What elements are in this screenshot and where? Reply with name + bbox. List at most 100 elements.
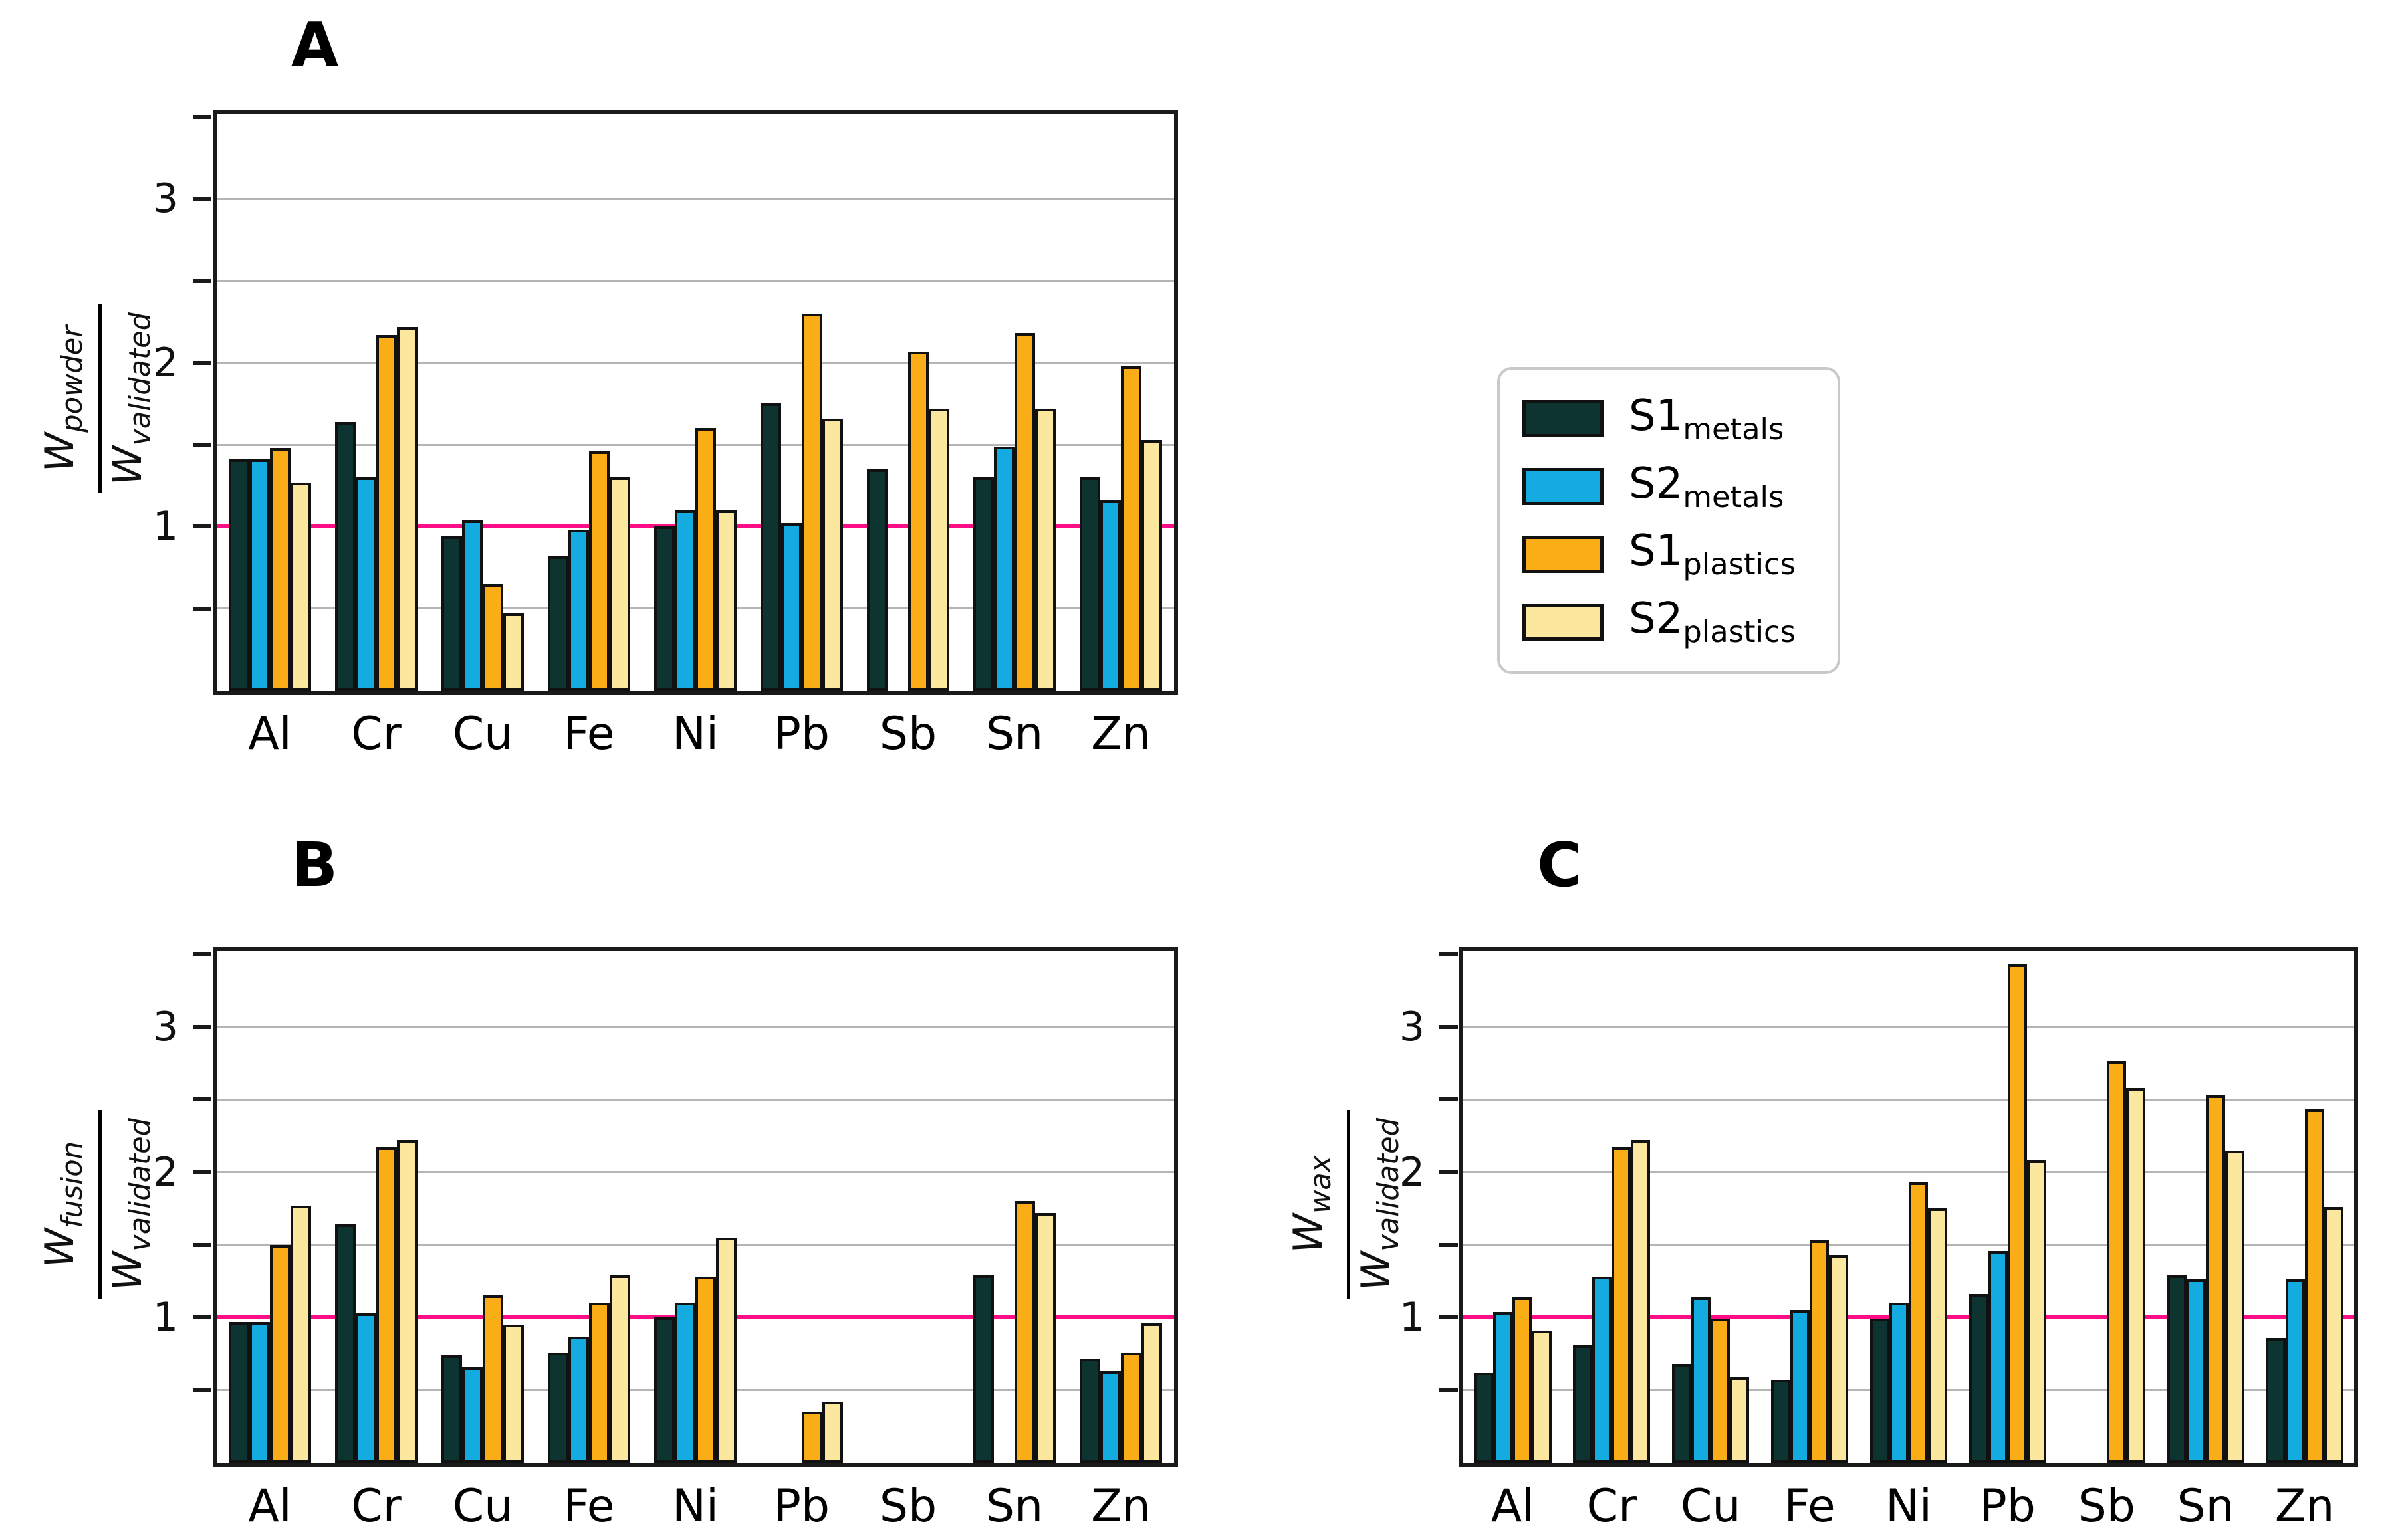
category-label-Zn: Zn <box>1091 1480 1151 1533</box>
bar-S1_plastics-Sn <box>1015 333 1036 691</box>
y-tick <box>193 952 211 956</box>
y-tick <box>193 1242 211 1247</box>
panel-label-A: A <box>291 9 340 80</box>
bar-S2_plastics-Zn <box>2324 1207 2343 1463</box>
category-label-Sb: Sb <box>879 1480 937 1533</box>
category-label-Ni: Ni <box>672 1480 719 1533</box>
bar-S2_plastics-Sn <box>1035 408 1056 691</box>
category-label-Ni: Ni <box>1885 1480 1932 1533</box>
bar-S1_metals-Fe <box>547 1352 568 1463</box>
bar-S2_metals-Cr <box>1592 1277 1612 1463</box>
bar-S1_metals-Pb <box>760 403 781 691</box>
y-tick-label: 1 <box>1399 1294 1425 1341</box>
ylabel-denominator: Wvalidated <box>98 1109 166 1299</box>
bar-S1_metals-Fe <box>547 556 568 691</box>
legend-item-s1-plastics: S1plastics <box>1522 526 1815 582</box>
y-tick <box>1439 1388 1458 1392</box>
s1-metals-swatch <box>1522 400 1604 438</box>
bar-S1_plastics-Al <box>1512 1297 1532 1463</box>
bar-S1_plastics-Sn <box>2205 1095 2225 1463</box>
bar-S1_metals-Cr <box>334 421 356 691</box>
bar-S2_plastics-Ni <box>716 1237 737 1463</box>
bar-S1_plastics-Cu <box>483 584 504 691</box>
ylabel-fraction: Wpowder Wvalidated <box>34 304 166 494</box>
ylabel-fraction: Wwax Wvalidated <box>1282 1109 1415 1299</box>
y-tick <box>193 1170 211 1174</box>
y-tick-label: 1 <box>152 503 178 550</box>
bar-S2_metals-Fe <box>568 1336 589 1463</box>
legend: S1metals S2metals S1plastics S2plastics <box>1497 367 1840 674</box>
y-tick <box>1439 1024 1458 1029</box>
bar-S1_metals-Sn <box>2167 1275 2187 1463</box>
bar-S1_plastics-Zn <box>1121 1352 1142 1463</box>
bar-S1_plastics-Sb <box>2106 1061 2126 1463</box>
bar-S2_plastics-Cr <box>397 326 418 691</box>
bar-S2_plastics-Cu <box>503 1325 525 1463</box>
y-tick <box>193 524 211 529</box>
gridline-y2.5 <box>217 1098 1174 1101</box>
bar-S1_plastics-Zn <box>1121 366 1142 691</box>
bar-S1_metals-Cu <box>441 536 462 691</box>
y-axis-label-B: Wfusion Wvalidated <box>0 1005 199 1404</box>
bar-S1_metals-Al <box>1474 1373 1494 1463</box>
bar-S1_metals-Sb <box>866 469 888 691</box>
bar-S2_plastics-Cr <box>397 1140 418 1463</box>
s2-metals-swatch <box>1522 468 1604 506</box>
category-label-Zn: Zn <box>1091 708 1151 760</box>
category-label-Ni: Ni <box>672 708 719 760</box>
bar-S2_metals-Cu <box>461 520 483 691</box>
legend-item-s2-metals: S2metals <box>1522 459 1815 514</box>
gridline-y2.5 <box>1463 1098 2354 1101</box>
bar-S1_metals-Ni <box>1869 1319 1889 1463</box>
bar-S1_plastics-Ni <box>695 1277 717 1463</box>
y-tick-label: 3 <box>1399 1003 1425 1050</box>
y-tick <box>1439 1315 1458 1320</box>
bar-S2_metals-Zn <box>1100 500 1121 691</box>
category-label-Sn: Sn <box>985 708 1044 760</box>
category-label-Cu: Cu <box>1680 1480 1741 1533</box>
category-label-Pb: Pb <box>773 1480 830 1533</box>
bar-S1_plastics-Fe <box>589 1303 610 1463</box>
bar-S2_plastics-Zn <box>1141 1323 1163 1463</box>
s2-plastics-swatch <box>1522 603 1604 641</box>
y-axis-label-C: Wwax Wvalidated <box>1249 1005 1448 1404</box>
bar-S2_metals-Zn <box>1100 1371 1121 1463</box>
ylabel-numerator: Wpowder <box>36 325 89 473</box>
bar-S2_metals-Sn <box>993 446 1015 691</box>
bar-S1_plastics-Pb <box>2007 964 2027 1463</box>
bar-S2_metals-Al <box>249 459 270 691</box>
category-label-Al: Al <box>248 1480 292 1533</box>
bar-S1_plastics-Fe <box>1810 1240 1830 1463</box>
legend-label: S1plastics <box>1629 526 1796 582</box>
bar-S1_metals-Pb <box>1969 1294 1988 1463</box>
bar-S2_plastics-Al <box>291 482 312 691</box>
y-tick <box>193 1315 211 1320</box>
legend-label: S2plastics <box>1629 594 1796 649</box>
gridline-y2 <box>217 362 1174 364</box>
bar-S2_metals-Al <box>249 1321 270 1463</box>
bar-S1_plastics-Sn <box>1015 1201 1036 1463</box>
y-tick <box>193 278 211 283</box>
plot-area-C: 1 2 3 Al Cr Cu Fe Ni Pb Sb Sn Zn <box>1399 947 2358 1532</box>
ylabel-denominator: Wvalidated <box>1346 1109 1415 1299</box>
bar-S1_plastics-Ni <box>695 428 717 691</box>
bar-S2_plastics-Sn <box>1035 1212 1056 1463</box>
bar-S2_plastics-Ni <box>716 510 737 691</box>
y-tick <box>1439 1170 1458 1174</box>
bar-S1_plastics-Cu <box>1711 1319 1731 1463</box>
bar-S1_metals-Zn <box>1079 477 1100 691</box>
bar-S2_plastics-Sn <box>2224 1150 2244 1463</box>
bar-S1_plastics-Al <box>270 448 291 691</box>
ylabel-denominator: Wvalidated <box>98 304 166 494</box>
bar-S2_plastics-Pb <box>822 1402 844 1463</box>
y-tick <box>193 197 211 201</box>
y-tick-label: 2 <box>152 1149 178 1196</box>
bar-S1_metals-Zn <box>1079 1358 1100 1463</box>
bar-S2_plastics-Sb <box>2125 1087 2145 1463</box>
legend-item-s1-metals: S1metals <box>1522 391 1815 447</box>
bar-S2_metals-Zn <box>2285 1279 2305 1463</box>
bar-S2_metals-Pb <box>1988 1250 2008 1463</box>
y-tick <box>193 443 211 447</box>
bar-S2_metals-Sn <box>2186 1279 2206 1463</box>
bar-S2_metals-Al <box>1493 1311 1513 1463</box>
